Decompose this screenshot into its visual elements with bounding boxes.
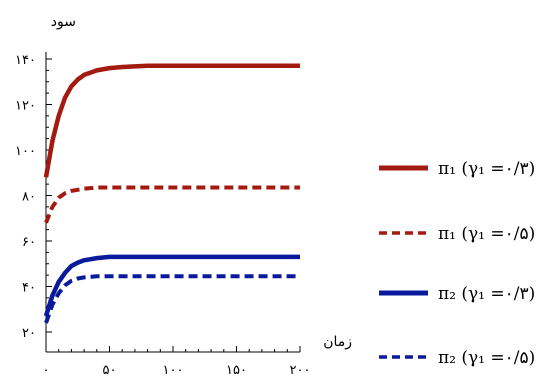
x-tick-label: ۵۰ xyxy=(103,363,117,378)
legend-entry-label: π₁ (γ₁ =۰/۳) xyxy=(438,159,535,179)
y-tick-label: ۱۴۰ xyxy=(15,53,36,68)
y-tick-label: ۱۲۰ xyxy=(15,99,36,114)
series-line-3 xyxy=(43,254,300,317)
series-line-4 xyxy=(44,274,300,324)
y-tick-label: ۶۰ xyxy=(22,235,36,250)
y-axis-title: سود xyxy=(51,14,76,30)
x-axis-title: زمان xyxy=(323,334,352,350)
y-tick-label: ۴۰ xyxy=(22,281,36,296)
y-tick-label: ۲۰ xyxy=(22,326,36,341)
series-layer xyxy=(43,63,300,324)
y-tick-label: ۸۰ xyxy=(22,190,36,205)
x-tick-label: ۲۰۰ xyxy=(290,363,311,378)
y-tick-label: ۱۰۰ xyxy=(15,144,36,159)
x-tick-label: ۱۰۰ xyxy=(163,363,184,378)
legend: π₁ (γ₁ =۰/۳) π₁ (γ₁ =۰/۵) π₂ (γ₁ =۰/۳) π₂ (… xyxy=(379,159,535,368)
series-line-1 xyxy=(43,63,300,178)
legend-entry-label: π₂ (γ₁ =۰/۵) xyxy=(438,348,535,368)
x-tick-label: ۱۵۰ xyxy=(226,363,247,378)
x-tick-label: ۰ xyxy=(43,363,50,378)
legend-entry-label: π₂ (γ₁ =۰/۳) xyxy=(438,284,535,304)
legend-entry-label: π₁ (γ₁ =۰/۵) xyxy=(438,224,535,244)
series-line-2 xyxy=(44,185,300,224)
axes: ۲۰ ۴۰ ۶۰ ۸۰ ۱۰۰ ۱۲۰ ۱۴۰ ۰ ۵۰ ۱۰۰ ۱۵۰ ۲۰۰ xyxy=(15,52,310,378)
